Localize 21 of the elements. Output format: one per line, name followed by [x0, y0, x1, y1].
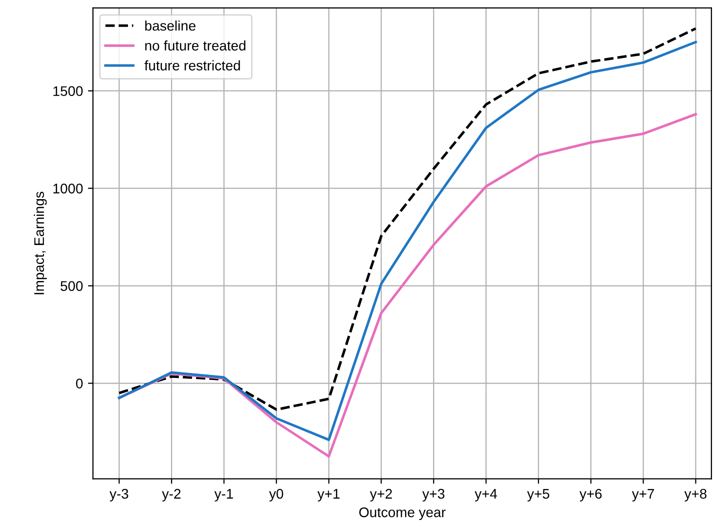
x-tick-label: y+5 [527, 489, 550, 502]
y-axis-title: Impact, Earnings [34, 192, 47, 294]
legend-label: future restricted [144, 60, 240, 70]
x-tick-label: y-2 [162, 488, 181, 502]
y-tick-label: 0 [76, 378, 83, 388]
y-tick-label: 1500 [53, 86, 83, 96]
x-tick-label: y+8 [684, 488, 706, 502]
legend-label: no future treated [145, 40, 246, 51]
x-tick-label: y-3 [110, 488, 128, 502]
x-axis-title: Outcome year [359, 507, 446, 520]
x-tick-label: y+7 [632, 489, 654, 502]
y-tick-label: 1000 [53, 184, 83, 194]
y-tick-label: 500 [60, 281, 83, 291]
x-tick-label: y+4 [474, 489, 498, 502]
x-tick-label: y+3 [422, 488, 444, 502]
x-tick-label: y+2 [370, 488, 392, 502]
x-tick-label: y-1 [214, 489, 233, 502]
x-tick-label: y0 [269, 488, 284, 502]
x-tick-label: y+1 [317, 489, 340, 502]
x-tick-label: y+6 [580, 488, 602, 502]
legend-label: baseline [145, 20, 196, 31]
